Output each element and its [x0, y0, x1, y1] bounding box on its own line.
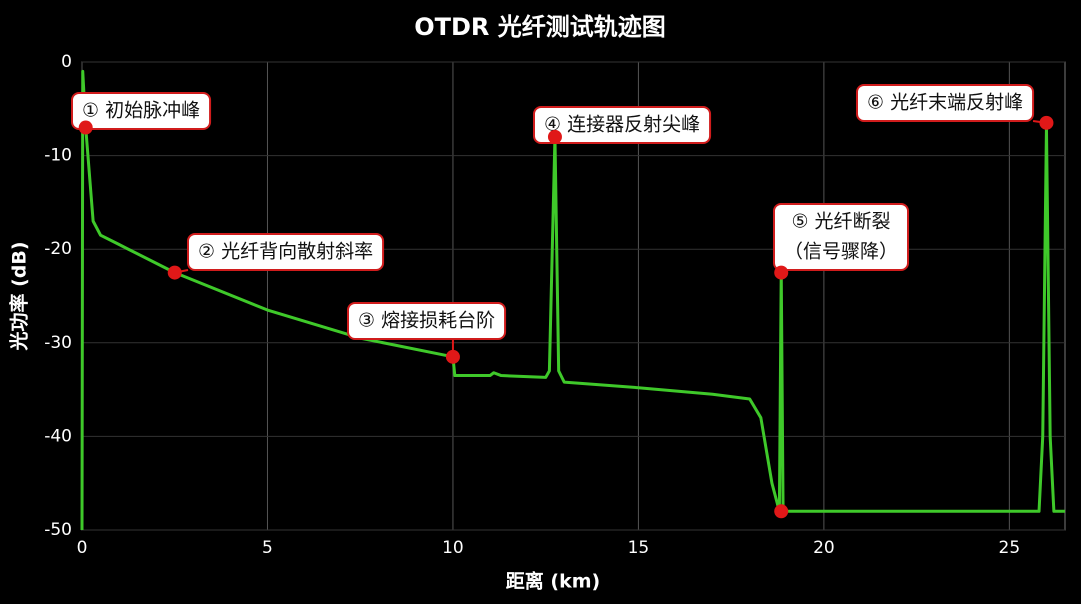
marker-point [547, 129, 562, 144]
y-tick-label: -20 [44, 239, 72, 259]
annotation: ③ 熔接损耗台阶 [347, 302, 507, 340]
marker-point [78, 120, 93, 135]
x-axis-label: 距离 (km) [506, 570, 600, 593]
marker-point [167, 265, 182, 280]
y-axis-label: 光功率 (dB) [8, 241, 31, 351]
x-tick-label: 25 [999, 538, 1021, 558]
y-tick-label: -10 [44, 146, 72, 166]
x-tick-label: 0 [77, 538, 88, 558]
marker-point [774, 504, 789, 519]
annotation: ⑥ 光纤末端反射峰 [856, 84, 1035, 122]
x-tick-label: 5 [262, 538, 273, 558]
y-tick-label: -40 [44, 426, 72, 446]
x-tick-label: 10 [442, 538, 464, 558]
marker-point [1039, 115, 1054, 130]
annotation-box [347, 302, 507, 340]
y-tick-label: 0 [61, 52, 72, 72]
annotation-text: ④ 连接器反射尖峰 [544, 114, 700, 136]
annotation-text: ⑥ 光纤末端反射峰 [867, 92, 1023, 114]
annotation: ⑤ 光纤断裂 （信号骤降） [773, 203, 910, 271]
annotation-box [71, 92, 212, 130]
annotation-box [773, 203, 910, 271]
x-tick-label: 20 [813, 538, 835, 558]
annotation-text: （信号骤降） [784, 241, 898, 263]
annotation: ② 光纤背向散射斜率 [187, 233, 385, 271]
annotation-text: ① 初始脉冲峰 [82, 100, 200, 122]
annotation-box [187, 233, 385, 271]
annotation-box [856, 84, 1035, 122]
marker-point [445, 349, 460, 364]
annotation-text: ⑤ 光纤断裂 [791, 211, 890, 233]
annotation-box [533, 106, 712, 144]
annotation: ④ 连接器反射尖峰 [533, 106, 712, 144]
x-tick-label: 15 [628, 538, 650, 558]
y-tick-label: -30 [44, 333, 72, 353]
chart-title: OTDR 光纤测试轨迹图 [414, 13, 666, 41]
marker-point [774, 265, 789, 280]
annotation-text: ③ 熔接损耗台阶 [358, 310, 495, 332]
annotation-text: ② 光纤背向散射斜率 [198, 241, 373, 263]
y-tick-label: -50 [44, 520, 72, 540]
annotation: ① 初始脉冲峰 [71, 92, 212, 130]
